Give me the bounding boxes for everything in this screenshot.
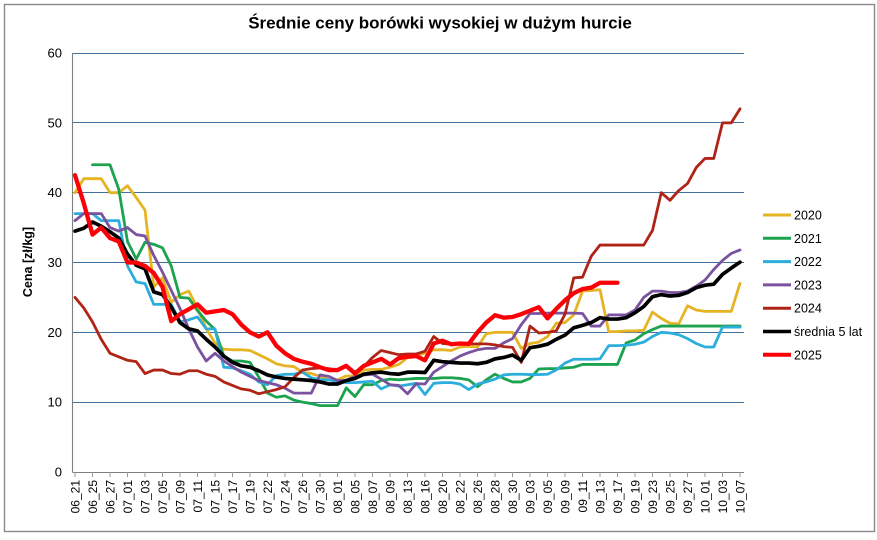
svg-text:40: 40: [48, 185, 62, 200]
svg-text:08_09: 08_09: [384, 480, 398, 514]
svg-text:07_17: 07_17: [226, 480, 240, 514]
svg-text:2023: 2023: [794, 278, 822, 292]
svg-text:08_05: 08_05: [349, 480, 363, 514]
svg-text:09_25: 09_25: [664, 480, 678, 514]
svg-text:09_13: 09_13: [594, 480, 608, 514]
svg-text:09_05: 09_05: [541, 480, 555, 514]
svg-text:2024: 2024: [794, 302, 822, 316]
svg-text:08_16: 08_16: [419, 480, 433, 514]
svg-text:07_19: 07_19: [244, 480, 258, 514]
svg-text:0: 0: [55, 465, 62, 480]
svg-text:2025: 2025: [794, 348, 822, 362]
svg-text:09_17: 09_17: [611, 480, 625, 514]
svg-text:2021: 2021: [794, 232, 822, 246]
svg-text:08_01: 08_01: [331, 480, 345, 514]
svg-text:06_21: 06_21: [69, 480, 83, 514]
svg-text:2022: 2022: [794, 255, 822, 269]
svg-text:09_27: 09_27: [681, 480, 695, 514]
svg-text:Cena [zł/kg]: Cena [zł/kg]: [21, 227, 35, 297]
svg-text:20: 20: [48, 325, 62, 340]
svg-text:2020: 2020: [794, 209, 822, 223]
svg-text:07_26: 07_26: [296, 480, 310, 514]
svg-text:08_28: 08_28: [489, 480, 503, 514]
svg-text:07_15: 07_15: [209, 480, 223, 514]
svg-text:07_30: 07_30: [314, 480, 328, 514]
svg-text:09_03: 09_03: [524, 480, 538, 514]
svg-text:08_13: 08_13: [401, 480, 415, 514]
svg-text:07_05: 07_05: [156, 480, 170, 514]
svg-text:średnia 5 lat: średnia 5 lat: [794, 325, 863, 339]
svg-text:09_19: 09_19: [629, 480, 643, 514]
svg-text:07_11: 07_11: [191, 480, 205, 513]
svg-text:09_23: 09_23: [646, 480, 660, 514]
svg-text:08_07: 08_07: [366, 480, 380, 514]
svg-text:10_01: 10_01: [699, 480, 713, 514]
svg-text:10_03: 10_03: [716, 480, 730, 514]
svg-text:07_24: 07_24: [279, 480, 293, 514]
svg-text:60: 60: [48, 46, 62, 61]
svg-text:07_22: 07_22: [261, 480, 275, 514]
svg-text:08_22: 08_22: [454, 480, 468, 514]
svg-text:10_07: 10_07: [734, 480, 748, 514]
svg-text:10: 10: [48, 395, 62, 410]
svg-text:30: 30: [48, 255, 62, 270]
svg-text:09_11: 09_11: [576, 480, 590, 513]
svg-text:08_30: 08_30: [506, 480, 520, 514]
svg-text:Średnie ceny borówki wysokiej: Średnie ceny borówki wysokiej w dużym hu…: [248, 14, 632, 33]
svg-text:07_09: 07_09: [174, 480, 188, 514]
svg-text:06_25: 06_25: [86, 480, 100, 514]
svg-text:50: 50: [48, 115, 62, 130]
svg-text:09_09: 09_09: [559, 480, 573, 514]
svg-text:06_27: 06_27: [104, 480, 118, 514]
svg-text:07_03: 07_03: [139, 480, 153, 514]
svg-text:08_26: 08_26: [471, 480, 485, 514]
svg-text:08_20: 08_20: [436, 480, 450, 514]
svg-text:07_01: 07_01: [121, 480, 135, 514]
